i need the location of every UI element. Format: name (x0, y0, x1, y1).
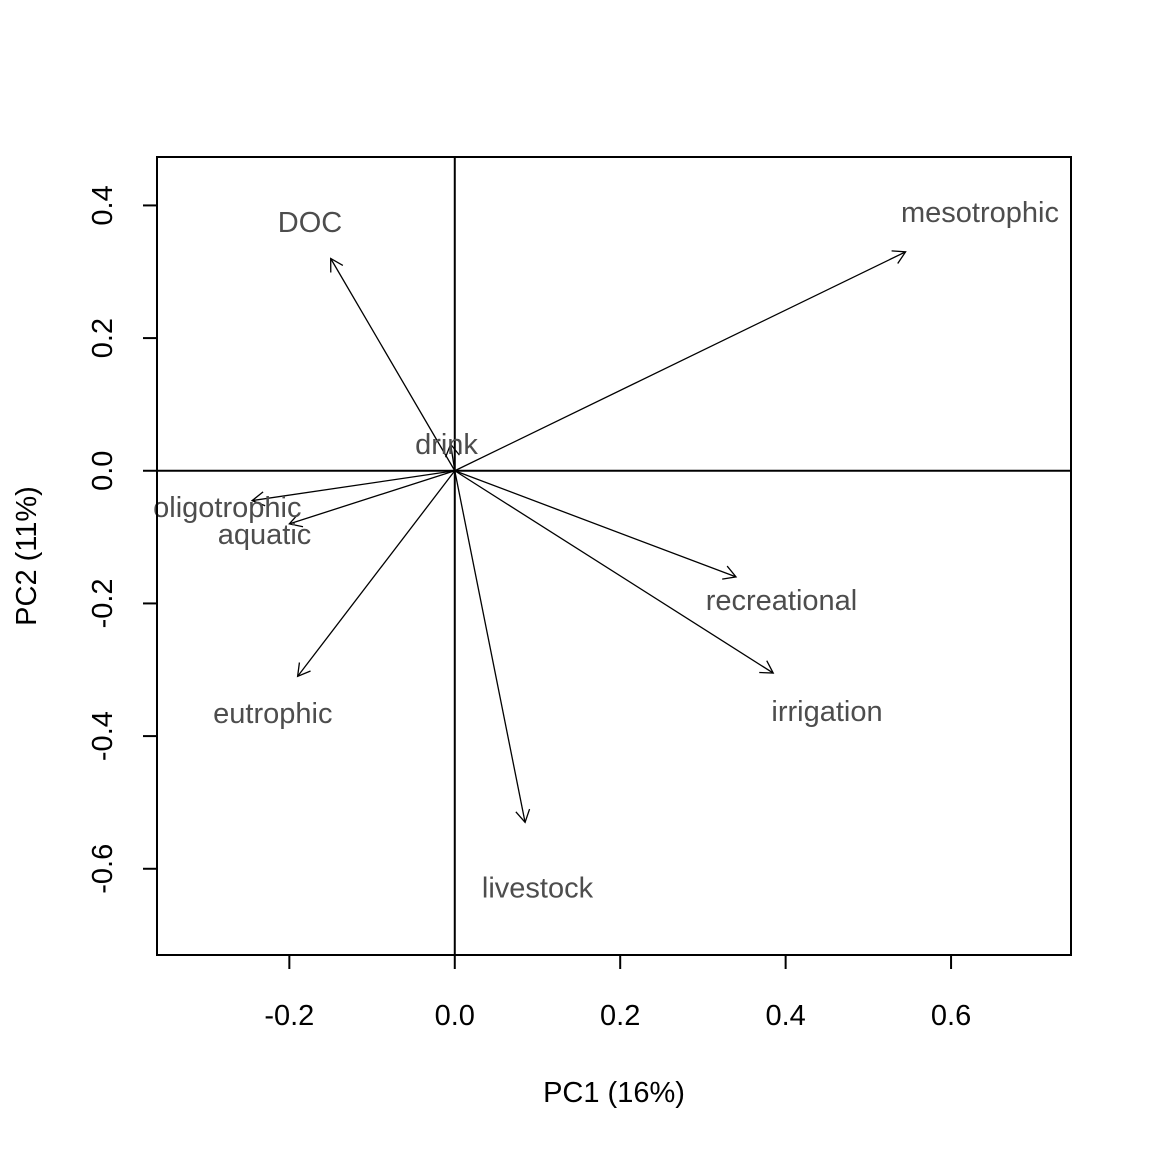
arrow-head (250, 491, 266, 507)
arrow-label-DOC: DOC (278, 207, 342, 239)
arrow-label-irrigation: irrigation (771, 696, 882, 728)
y-tick-label: 0.0 (87, 451, 119, 491)
arrow-label-recreational: recreational (706, 585, 858, 617)
arrow-head (444, 442, 460, 458)
arrow-shaft (454, 251, 906, 472)
arrow-label-mesotrophic: mesotrophic (901, 197, 1059, 229)
arrow-label-oligotrophic: oligotrophic (153, 492, 301, 524)
loading-arrows (250, 250, 907, 824)
arrow-head (330, 257, 344, 273)
arrow-head (759, 660, 775, 674)
arrow-drink (444, 442, 460, 471)
arrow-shaft (297, 470, 456, 677)
plot-frame (156, 156, 1072, 956)
arrow-head (891, 250, 907, 264)
arrow-label-aquatic: aquatic (218, 519, 312, 551)
arrow-oligotrophic (250, 470, 455, 507)
arrow-label-eutrophic: eutrophic (213, 698, 332, 730)
x-tick-label: 0.2 (600, 1000, 640, 1032)
arrow-shaft (454, 470, 737, 578)
arrow-recreational (454, 470, 738, 580)
x-tick-label: 0.0 (435, 1000, 475, 1032)
arrow-shaft (449, 444, 456, 471)
arrow-shaft (330, 258, 456, 472)
x-tick-label: -0.2 (264, 1000, 314, 1032)
arrow-head (515, 808, 531, 824)
x-tick-label: 0.6 (931, 1000, 971, 1032)
arrow-mesotrophic (454, 250, 907, 472)
y-axis: -0.6 -0.4 -0.2 0.0 0.2 0.4 (87, 185, 157, 894)
y-tick-label: -0.2 (87, 578, 119, 628)
arrow-head (288, 513, 304, 528)
arrow-livestock (454, 470, 531, 824)
y-tick-label: -0.4 (87, 711, 119, 761)
arrow-DOC (330, 257, 456, 472)
arrow-shaft (252, 470, 455, 502)
arrow-head (722, 565, 738, 580)
arrow-aquatic (288, 470, 455, 528)
arrow-irrigation (454, 470, 775, 674)
reference-lines (157, 157, 1071, 955)
x-axis-title: PC1 (16%) (543, 1077, 685, 1109)
y-tick-label: 0.2 (87, 318, 119, 358)
arrow-shaft (454, 470, 526, 823)
arrow-eutrophic (296, 470, 456, 678)
y-tick-label: -0.6 (87, 844, 119, 894)
arrow-shaft (454, 470, 774, 674)
arrow-label-drink: drink (415, 429, 478, 461)
arrow-label-livestock: livestock (482, 872, 594, 904)
y-tick-label: 0.4 (87, 185, 119, 225)
arrow-head (296, 662, 311, 678)
x-axis: -0.2 0.0 0.2 0.4 0.6 (264, 955, 971, 1032)
x-tick-label: 0.4 (765, 1000, 805, 1032)
y-axis-title: PC2 (11%) (11, 486, 43, 626)
arrow-shaft (289, 470, 455, 525)
